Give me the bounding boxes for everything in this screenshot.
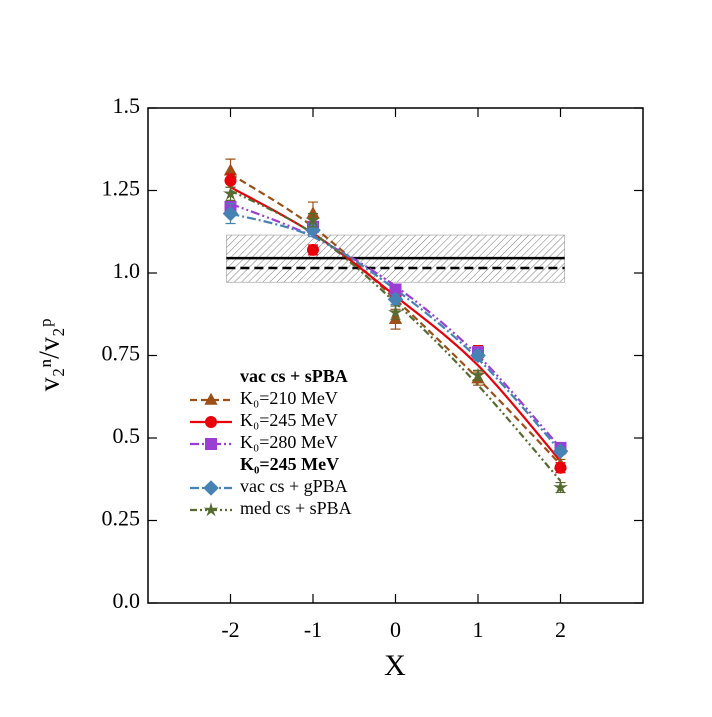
marker <box>388 304 403 319</box>
x-axis-label: X <box>384 649 406 682</box>
y-tick-label: 1.0 <box>113 258 141 283</box>
legend-marker <box>205 416 217 428</box>
legend-marker <box>203 502 219 517</box>
marker <box>554 461 567 474</box>
fit-curve <box>229 173 562 466</box>
x-tick-label: -1 <box>304 617 322 642</box>
legend-marker <box>204 392 218 405</box>
plot-frame <box>147 107 644 604</box>
x-tick-label: 1 <box>473 617 484 642</box>
y-tick-label: 0.25 <box>102 506 141 531</box>
legend-heading: vac cs + sPBA <box>240 366 348 386</box>
y-tick-label: 0.5 <box>113 423 141 448</box>
legend-label: med cs + sPBA <box>240 498 352 518</box>
marker <box>553 479 568 494</box>
legend-heading: K₀=245 MeV <box>240 454 339 474</box>
marker <box>470 347 486 364</box>
legend-label: K₀=245 MeV <box>240 410 338 430</box>
legend-label: K₀=280 MeV <box>240 432 338 452</box>
marker <box>470 367 486 382</box>
y-tick-label: 1.25 <box>102 176 141 201</box>
marker <box>223 186 238 201</box>
marker <box>223 163 238 176</box>
marker <box>222 205 239 222</box>
marker <box>305 222 321 238</box>
marker <box>387 291 404 308</box>
y-tick-label: 0.75 <box>102 341 141 366</box>
x-tick-label: -2 <box>221 617 239 642</box>
marker <box>305 212 321 227</box>
y-axis-label: v₂ⁿ/v₂ᵖ <box>34 318 65 391</box>
y-tick-label: 0.0 <box>113 588 141 613</box>
x-tick-label: 0 <box>390 617 401 642</box>
marker <box>552 443 569 459</box>
marker <box>224 174 237 187</box>
legend-label: K₀=210 MeV <box>240 388 338 408</box>
y-tick-label: 1.5 <box>113 93 141 118</box>
marker <box>389 283 402 296</box>
legend-label: vac cs + gPBA <box>240 476 348 496</box>
legend-marker <box>205 438 217 450</box>
x-tick-label: 2 <box>555 617 566 642</box>
legend-marker <box>203 480 219 496</box>
marker <box>307 243 319 256</box>
